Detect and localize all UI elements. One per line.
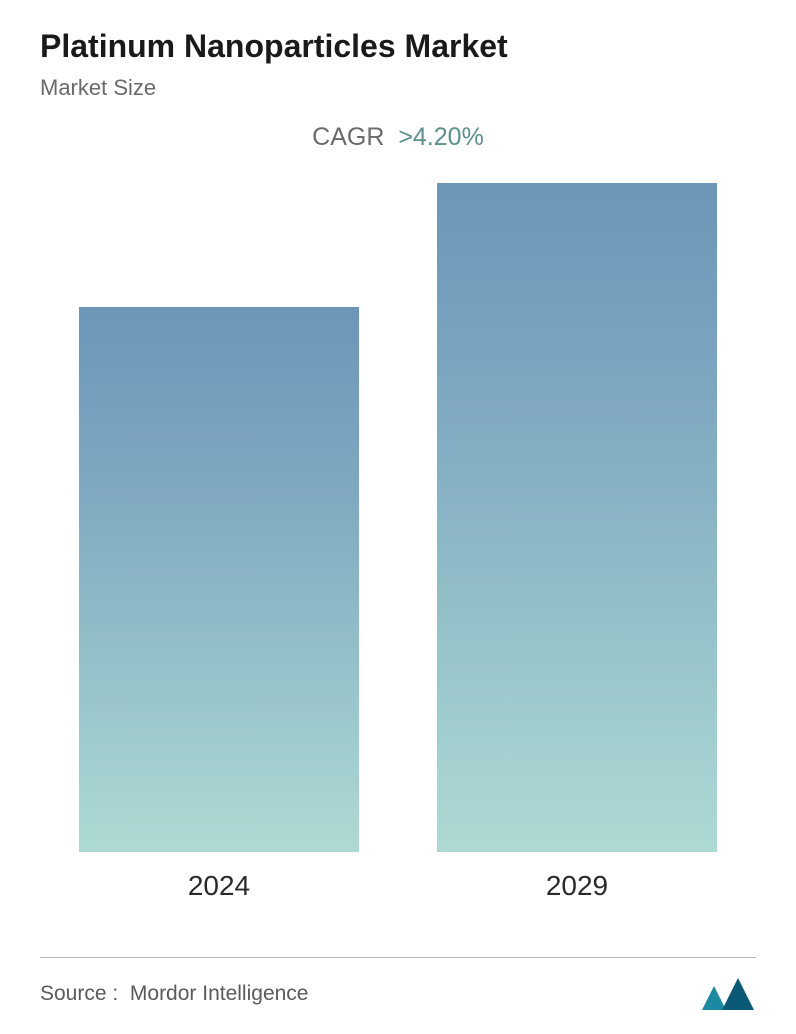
chart-subtitle: Market Size (40, 75, 756, 101)
bar-2029 (437, 183, 717, 852)
chart-title: Platinum Nanoparticles Market (40, 28, 756, 65)
source-text: Source : Mordor Intelligence (40, 982, 308, 1006)
brand-logo-icon (700, 976, 756, 1012)
cagr-row: CAGR >4.20% (40, 123, 756, 152)
footer: Source : Mordor Intelligence (40, 957, 756, 1012)
bars-group (60, 162, 736, 852)
bar-2024 (79, 307, 359, 852)
x-label-2029: 2029 (437, 870, 717, 902)
cagr-value: >4.20% (398, 123, 484, 151)
x-label-2024: 2024 (79, 870, 359, 902)
cagr-label: CAGR (312, 123, 384, 151)
x-labels: 2024 2029 (60, 870, 736, 902)
chart-container: Platinum Nanoparticles Market Market Siz… (0, 0, 796, 1034)
chart-area (60, 162, 736, 852)
